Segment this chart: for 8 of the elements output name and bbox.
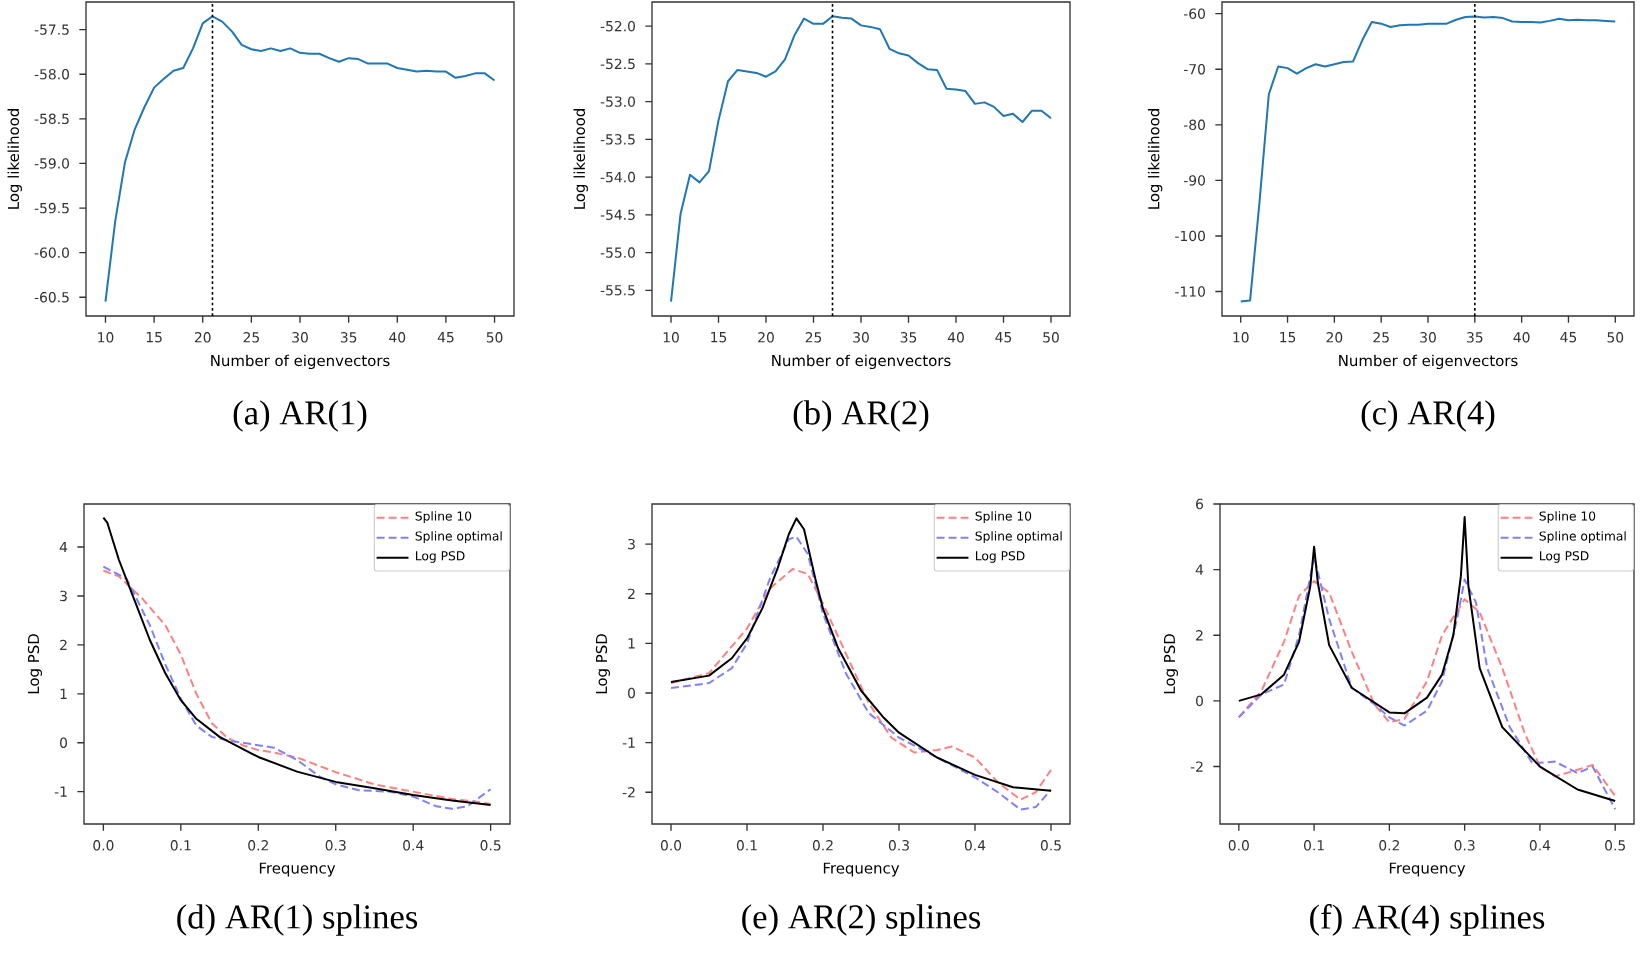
text: (f) AR(4) splines — [1310, 904, 1545, 936]
text: (e) AR(2) splines — [742, 904, 981, 936]
line-series — [670, 567, 1052, 801]
line-series — [670, 15, 1052, 303]
text: (a) AR(1) — [233, 400, 367, 432]
text: (d) AR(1) splines — [177, 904, 418, 936]
text: (c) AR(4) — [1361, 400, 1495, 432]
text: (b) AR(2) — [793, 400, 929, 432]
